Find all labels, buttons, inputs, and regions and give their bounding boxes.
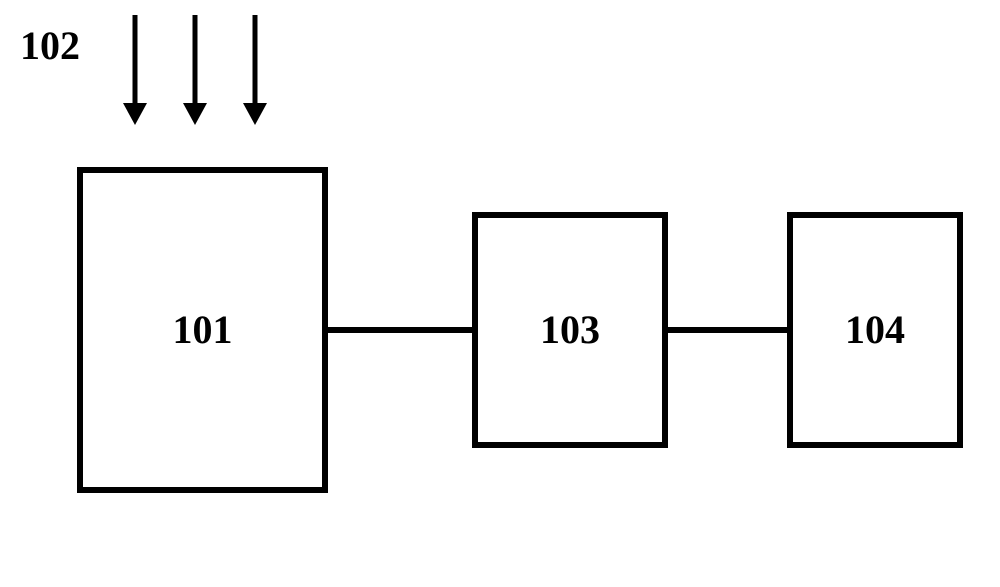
block-diagram: 101 103 104 102 [0,0,1000,587]
block-101-label: 101 [173,307,233,352]
input-arrows-label: 102 [20,23,80,68]
block-103-label: 103 [540,307,600,352]
block-104-label: 104 [845,307,905,352]
